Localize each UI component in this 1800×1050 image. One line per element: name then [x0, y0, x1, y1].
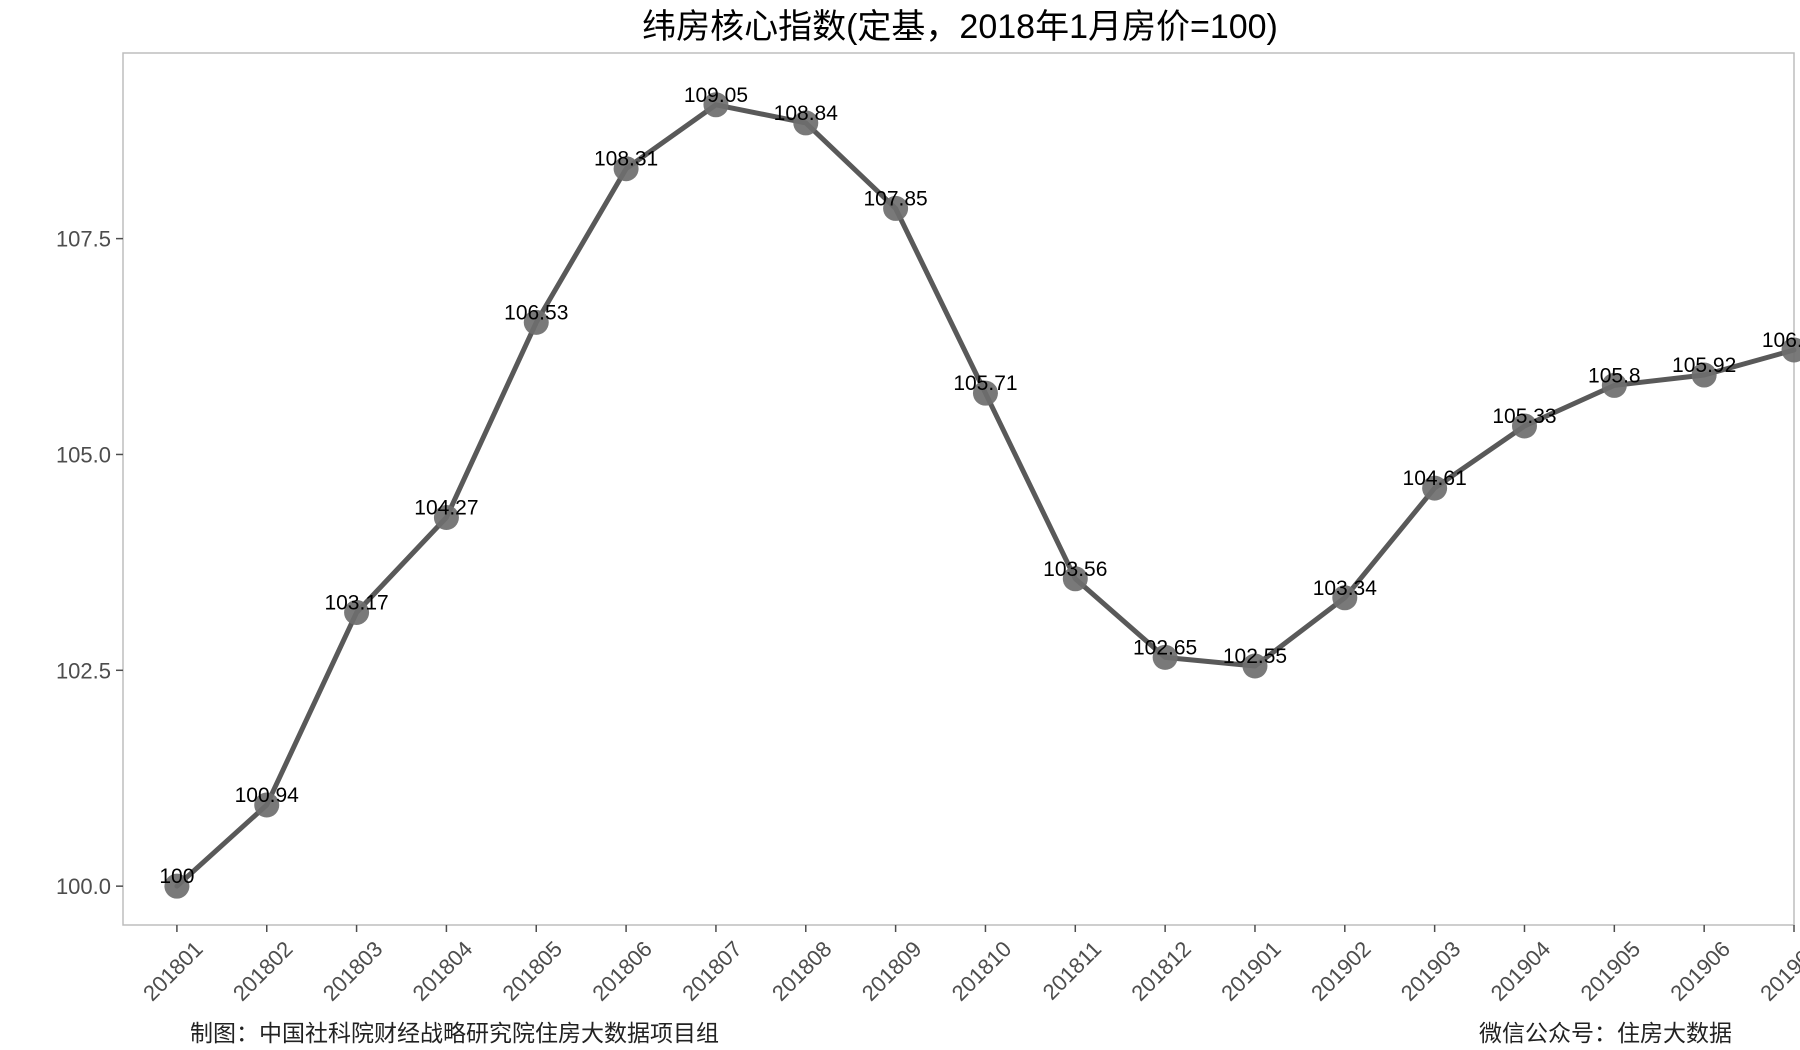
- x-tick-label: 201802: [228, 936, 298, 1006]
- data-point: [433, 504, 459, 530]
- data-label: 109.05: [684, 84, 748, 107]
- data-label: 100.94: [235, 784, 300, 807]
- data-point: [1152, 644, 1178, 670]
- data-label: 104.61: [1403, 467, 1467, 490]
- data-point: [1601, 372, 1627, 398]
- data-point: [164, 873, 190, 899]
- data-label: 102.55: [1223, 645, 1287, 668]
- x-tick-label: 201810: [947, 936, 1017, 1006]
- data-label: 105.8: [1588, 364, 1641, 387]
- x-tick-label: 201902: [1306, 936, 1376, 1006]
- x-tick-label: 201901: [1216, 936, 1286, 1006]
- x-tick-label: 201809: [857, 936, 927, 1006]
- x-tick-label: 201803: [318, 936, 388, 1006]
- data-label: 103.56: [1043, 558, 1107, 581]
- x-tick-label: 201906: [1665, 936, 1735, 1006]
- data-label: 108.84: [774, 102, 839, 125]
- data-point: [703, 92, 729, 118]
- data-label: 106.21: [1762, 329, 1800, 352]
- x-tick-label: 201905: [1576, 936, 1646, 1006]
- plot-panel-border: [122, 52, 1795, 926]
- x-tick-label: 201808: [767, 936, 837, 1006]
- data-point: [1242, 653, 1268, 679]
- x-tick-label: 201907: [1755, 936, 1800, 1006]
- data-label: 102.65: [1133, 636, 1197, 659]
- data-point: [344, 599, 370, 625]
- footer-credit: 制图：中国社科院财经战略研究院住房大数据项目组: [190, 1021, 719, 1047]
- x-tick-label: 201805: [498, 936, 568, 1006]
- x-tick-label: 201801: [138, 936, 208, 1006]
- data-labels-group: 100 100.94 103.17 104.27 106.53 108.31 109.05 1…: [159, 84, 1800, 888]
- data-label: 103.17: [324, 591, 388, 614]
- data-label: 103.34: [1313, 577, 1378, 600]
- data-point: [1062, 566, 1088, 592]
- data-label: 105.71: [953, 372, 1017, 395]
- series-line-group: [164, 92, 1800, 899]
- y-tick-label: 102.5: [56, 658, 111, 683]
- x-tick-label: 201806: [587, 936, 657, 1006]
- y-tick-label: 105.0: [56, 442, 111, 467]
- data-label: 104.27: [414, 496, 478, 519]
- data-label: 100: [159, 865, 194, 888]
- y-axis: 100.0 102.5 105.0 107.5: [56, 227, 123, 899]
- data-point: [1422, 475, 1448, 501]
- chart-title: 纬房核心指数(定基，2018年1月房价=100): [642, 8, 1278, 46]
- data-point: [793, 110, 819, 136]
- data-label: 107.85: [863, 187, 927, 210]
- data-point: [1511, 413, 1537, 439]
- x-tick-label: 201807: [677, 936, 747, 1006]
- data-label: 105.92: [1672, 354, 1736, 377]
- x-tick-label: 201812: [1126, 936, 1196, 1006]
- footer-wechat: 微信公众号：住房大数据: [1479, 1021, 1732, 1047]
- x-axis: 201801 201802 201803 201804 201805 201806 2018…: [138, 925, 1800, 1006]
- data-label: 106.53: [504, 301, 568, 324]
- data-point: [1332, 585, 1358, 611]
- x-tick-label: 201903: [1396, 936, 1466, 1006]
- data-point: [972, 380, 998, 406]
- data-point: [883, 195, 909, 221]
- x-tick-label: 201804: [408, 936, 478, 1006]
- x-tick-label: 201811: [1038, 936, 1106, 1004]
- data-point: [523, 309, 549, 335]
- data-label: 108.31: [594, 148, 658, 171]
- x-tick-label: 201904: [1486, 936, 1556, 1006]
- data-point: [613, 156, 639, 182]
- data-point: [254, 792, 280, 818]
- data-point: [1691, 362, 1717, 388]
- y-tick-label: 100.0: [56, 874, 111, 899]
- y-tick-label: 107.5: [56, 227, 111, 252]
- series-line: [174, 102, 1797, 889]
- data-label: 105.33: [1492, 405, 1556, 428]
- data-point: [1781, 337, 1800, 363]
